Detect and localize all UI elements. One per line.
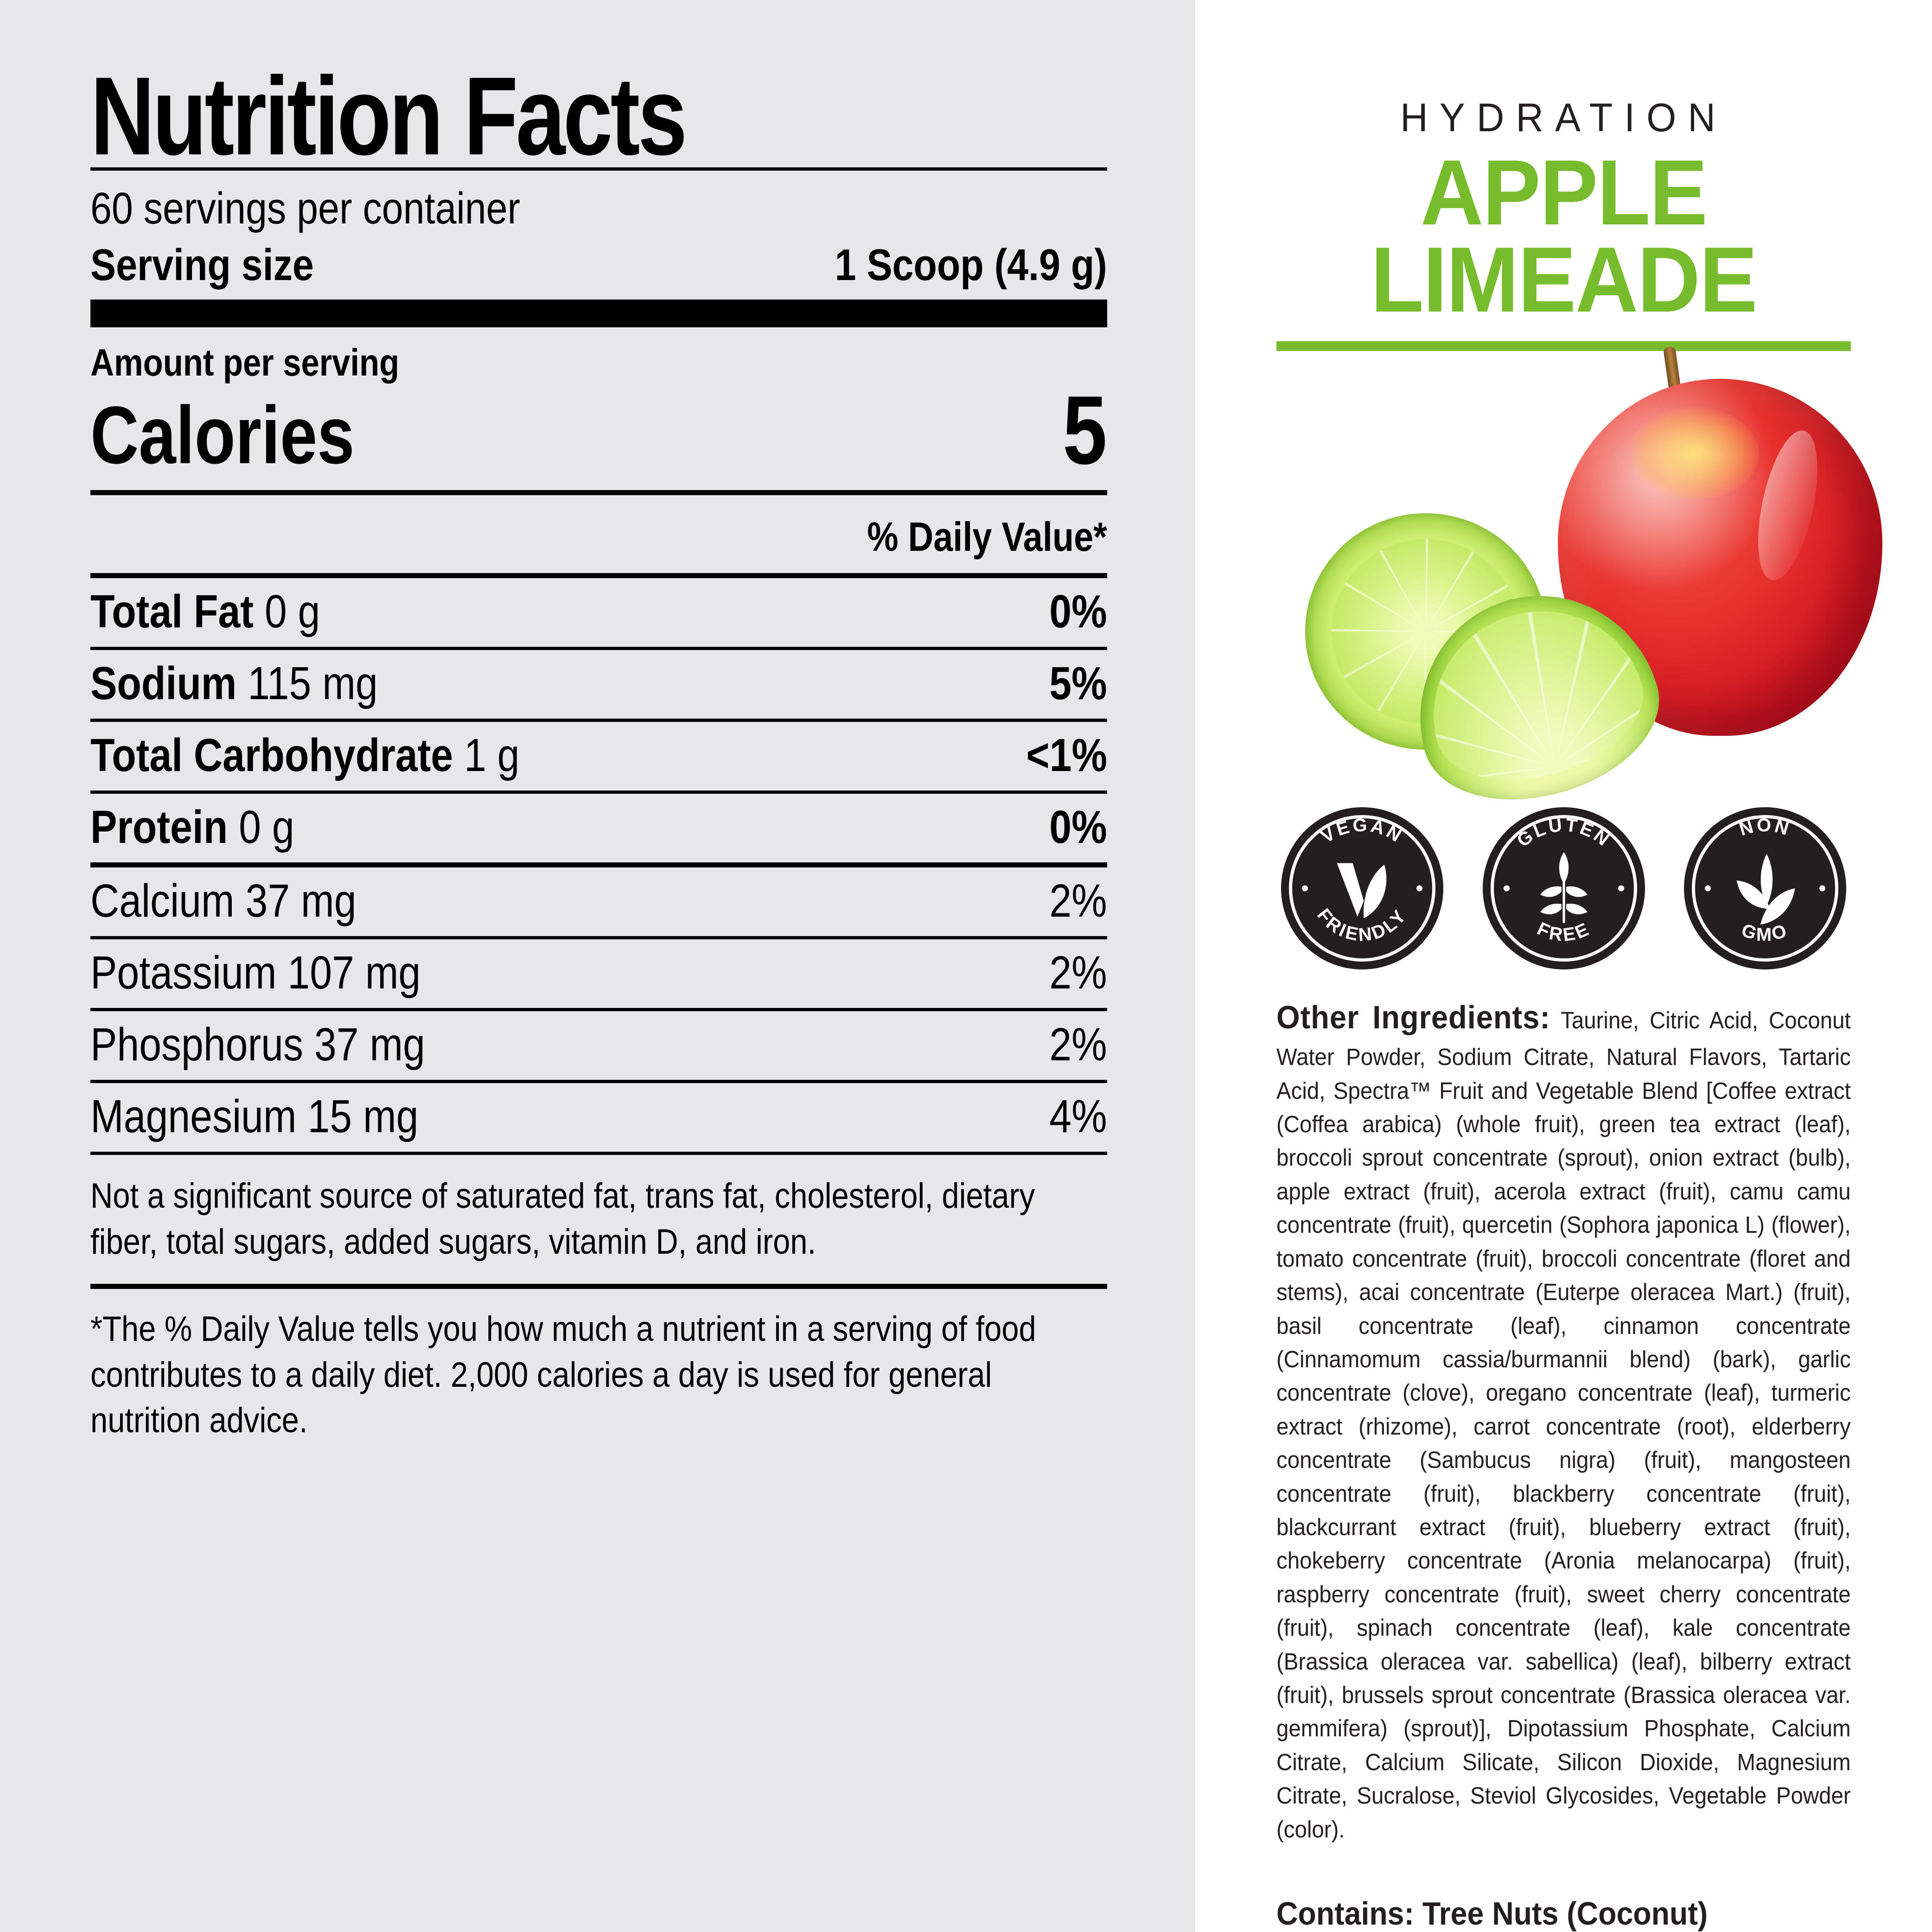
- table-row: Potassium 107 mg 2%: [90, 939, 1107, 1008]
- flavor-name-line1: APPLE: [1420, 141, 1708, 244]
- badge-non-gmo: NON GMO: [1684, 807, 1846, 969]
- other-ingredients: Other Ingredients: Taurine, Citric Acid,…: [1276, 995, 1851, 1846]
- nutrient-name: Phosphorus 37 mg: [90, 1019, 425, 1071]
- svg-text:GLUTEN: GLUTEN: [1513, 815, 1614, 851]
- badge-vegan-friendly: VEGAN FRIENDLY: [1281, 807, 1443, 969]
- nutrient-daily-value: 2%: [1049, 1019, 1107, 1071]
- other-ingredients-body: Taurine, Citric Acid, Coconut Water Powd…: [1276, 1007, 1851, 1843]
- badge-top-text: NON: [1737, 815, 1791, 840]
- nutrition-facts-panel: Nutrition Facts 60 servings per containe…: [0, 0, 1195, 1932]
- badge-dot-right: [1618, 885, 1624, 892]
- row-divider: [90, 1152, 1107, 1155]
- page-title: Nutrition Facts: [90, 54, 687, 178]
- divider-above-nutrients: [90, 573, 1107, 579]
- nutrient-daily-value: 0%: [1049, 586, 1107, 638]
- flavor-name-line2: LIMEADE: [1371, 228, 1758, 332]
- serving-size-row: Serving size 1 Scoop (4.9 g): [90, 240, 1107, 290]
- daily-value-header: % Daily Value*: [867, 514, 1107, 560]
- badge-dot-left: [1302, 885, 1308, 892]
- nutrient-daily-value: <1%: [1026, 729, 1107, 782]
- leaves-icon: [1736, 854, 1795, 925]
- nutrient-daily-value: 2%: [1049, 947, 1107, 999]
- badge-arc-text-vegan: VEGAN FRIENDLY: [1313, 815, 1409, 945]
- row-divider: [90, 1008, 1107, 1012]
- badge-arc-text-non-gmo: NON GMO: [1737, 815, 1793, 945]
- badge-dot-right: [1416, 885, 1422, 892]
- nutrient-name: Calcium 37 mg: [90, 875, 357, 927]
- badge-arc-text-gluten: GLUTEN FREE: [1513, 815, 1614, 945]
- amount-per-serving-label: Amount per serving: [90, 341, 400, 384]
- svg-text:NON: NON: [1737, 815, 1793, 840]
- divider-thick-top: [90, 299, 1107, 327]
- brand-panel: HYDRATION APPLE LIMEADE VEGAN FRIENDLY: [1195, 0, 1932, 1932]
- nutrient-label: Total Carbohydrate: [90, 729, 453, 782]
- table-row: Sodium 115 mg 5%: [90, 650, 1107, 719]
- badge-top-text: VEGAN: [1318, 815, 1404, 847]
- badge-dot-left: [1503, 885, 1510, 892]
- daily-value-header-row: % Daily Value*: [90, 516, 1107, 557]
- calories-row: Calories 5: [90, 375, 1107, 485]
- row-divider: [90, 1080, 1107, 1084]
- svg-text:VEGAN: VEGAN: [1318, 815, 1407, 847]
- servings-per-container: 60 servings per container: [90, 183, 521, 233]
- nutrient-amount: 0 g: [253, 586, 320, 638]
- badge-ring: [1289, 815, 1435, 962]
- fruit-photo: [1276, 345, 1883, 826]
- nutrient-label: Sodium: [90, 657, 237, 710]
- nutrient-daily-value: 0%: [1049, 801, 1107, 854]
- row-divider: [90, 719, 1107, 722]
- badge-gluten-free: GLUTEN FREE: [1482, 807, 1645, 969]
- row-divider: [90, 862, 1107, 868]
- serving-size-value: 1 Scoop (4.9 g): [835, 240, 1107, 290]
- table-row: Total Fat 0 g 0%: [90, 578, 1107, 647]
- other-ingredients-heading: Other Ingredients:: [1276, 999, 1550, 1035]
- table-row: Magnesium 15 mg 4%: [90, 1083, 1107, 1152]
- table-row: Protein 0 g 0%: [90, 794, 1107, 862]
- badge-ring: [1490, 815, 1637, 962]
- nutrient-amount: 115 mg: [236, 657, 378, 710]
- nutrient-amount: 1 g: [453, 729, 520, 782]
- divider-under-calories: [90, 490, 1107, 496]
- nutrient-name: Total Fat 0 g: [90, 588, 320, 635]
- nutrient-table: Total Fat 0 g 0% Sodium 115 mg 5% Total Carb…: [90, 578, 1107, 1155]
- row-divider: [90, 791, 1107, 794]
- badge-dot-right: [1819, 885, 1825, 892]
- nutrient-daily-value: 5%: [1049, 657, 1107, 710]
- nutrient-amount: 0 g: [228, 801, 294, 854]
- serving-size-label: Serving size: [90, 240, 314, 290]
- badge-top-text: GLUTEN: [1513, 815, 1612, 851]
- nutrient-name: Magnesium 15 mg: [90, 1090, 419, 1143]
- wheat-icon: [1540, 852, 1588, 923]
- row-divider: [90, 936, 1107, 940]
- daily-value-footnote: *The % Daily Value tells you how much a …: [90, 1309, 1036, 1441]
- table-row: Phosphorus 37 mg 2%: [90, 1011, 1107, 1080]
- nutrient-label: Protein: [90, 801, 228, 854]
- nutrient-daily-value: 2%: [1049, 875, 1107, 927]
- divider-above-footnote: [90, 1283, 1107, 1289]
- nutrient-name: Total Carbohydrate 1 g: [90, 732, 520, 778]
- nutrient-daily-value: 4%: [1049, 1090, 1107, 1143]
- nutrient-label: Total Fat: [90, 586, 254, 638]
- leaf-v-icon: [1337, 863, 1387, 918]
- nutrient-name: Sodium 115 mg: [90, 660, 378, 707]
- table-row: Total Carbohydrate 1 g <1%: [90, 722, 1107, 791]
- certification-badges: VEGAN FRIENDLY GLUTEN FREE: [1276, 807, 1851, 969]
- product-category: HYDRATION: [1400, 96, 1727, 140]
- badge-ring: [1692, 815, 1838, 962]
- calories-label: Calories: [90, 390, 355, 481]
- calories-value: 5: [1063, 375, 1107, 485]
- not-significant-note: Not a significant source of saturated fa…: [90, 1176, 1035, 1262]
- divider-under-title: [90, 167, 1107, 171]
- badge-dot-left: [1705, 885, 1711, 892]
- table-row: Calcium 37 mg 2%: [90, 867, 1107, 936]
- allergen-statement: Contains: Tree Nuts (Coconut): [1276, 1895, 1708, 1932]
- accent-divider: [1276, 341, 1851, 351]
- nutrient-name: Protein 0 g: [90, 804, 294, 850]
- row-divider: [90, 647, 1107, 650]
- nutrient-name: Potassium 107 mg: [90, 947, 421, 999]
